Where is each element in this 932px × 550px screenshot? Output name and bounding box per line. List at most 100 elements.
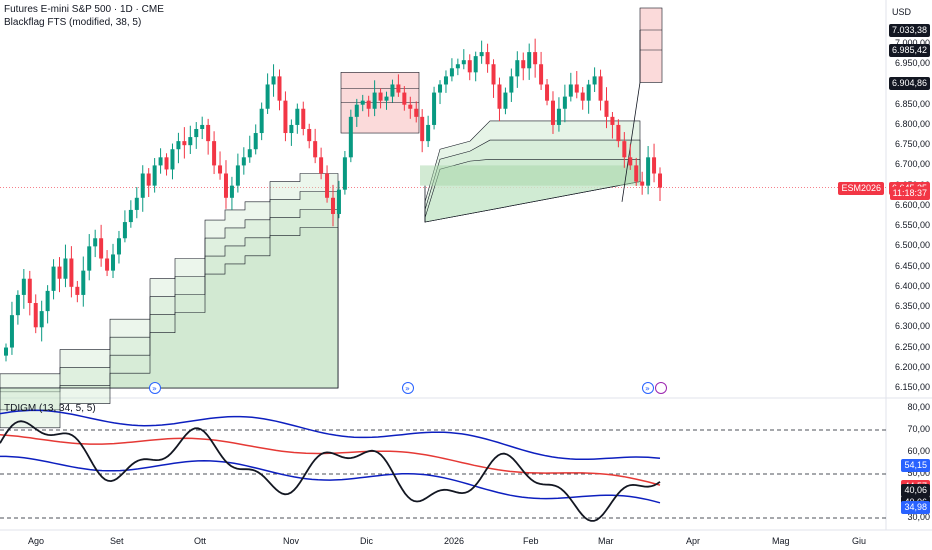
price-tag: 6.985,42 (888, 43, 930, 57)
candle-body (111, 254, 116, 271)
candle-body (390, 84, 395, 97)
candle-body (604, 100, 609, 117)
candle-body (449, 68, 454, 77)
candle-body (152, 165, 157, 186)
osc-main-line (0, 420, 661, 522)
price-tag: 7.033,38 (888, 24, 930, 38)
candle-body (467, 60, 472, 73)
candle-body (497, 84, 502, 109)
candle-body (27, 278, 32, 304)
time-label: Nov (283, 536, 300, 546)
event-icon-glyph: » (152, 384, 157, 393)
candle-body (342, 157, 347, 190)
candle-body (420, 116, 425, 142)
candle-body (438, 84, 443, 93)
trailing-band (0, 191, 339, 393)
candle-body (69, 258, 74, 287)
candle-body (206, 124, 211, 142)
candle-body (485, 52, 490, 65)
candle-body (539, 64, 544, 85)
candle-body (81, 270, 86, 295)
osc-lower-band (0, 455, 661, 504)
candle-body (313, 141, 318, 158)
price-tick-label: 6.550,00 (894, 220, 930, 231)
candle-body (259, 108, 264, 134)
candle-body (658, 173, 662, 188)
price-tick-label: 6.350,00 (894, 301, 930, 312)
candle-body (586, 84, 591, 101)
osc-upper-band (0, 409, 661, 461)
osc-tag: 34,98 (901, 501, 930, 515)
osc-tick-label: 70,00 (907, 424, 930, 434)
candle-body (426, 124, 431, 142)
candle-body (479, 52, 484, 57)
price-tick-label: 6.850,00 (894, 98, 930, 109)
time-label: Feb (523, 536, 539, 546)
time-label: Giu (852, 536, 867, 546)
candle-body (574, 84, 579, 93)
candle-body (461, 60, 466, 65)
price-tick-label: 6.250,00 (894, 341, 930, 352)
price-tick-label: 6.750,00 (894, 139, 930, 150)
candle-body (503, 92, 508, 109)
candle-body (580, 92, 585, 101)
candle-body (176, 141, 181, 150)
candle-body (271, 76, 276, 85)
event-icon (402, 382, 414, 394)
osc-tag: 54,15 (901, 458, 930, 472)
time-label: Dic (360, 536, 373, 546)
candle-body (116, 238, 121, 255)
trailing-band-base (420, 165, 640, 186)
candle-body (63, 258, 68, 279)
candle-body (45, 290, 50, 312)
candle-body (194, 128, 199, 138)
time-label: Mar (598, 536, 614, 546)
candle-body (568, 84, 573, 97)
candle-body (99, 238, 104, 259)
candle-body (384, 96, 389, 101)
candle-body (15, 294, 20, 316)
candle-body (164, 157, 169, 170)
candle-body (146, 173, 151, 186)
price-tick-label: 6.300,00 (894, 321, 930, 332)
oscillator-legend[interactable]: TDIGM (13, 34, 5, 5) (4, 403, 96, 414)
indicator-legend[interactable]: Blackflag FTS (modified, 38, 5) (4, 17, 142, 28)
candle-body (652, 157, 657, 174)
candle-body (301, 108, 306, 129)
candle-body (283, 100, 288, 134)
candle-body (170, 149, 175, 170)
osc-tick-label: 80,00 (907, 402, 930, 412)
candle-body (396, 84, 401, 93)
candle-body (348, 116, 353, 158)
candle-body (354, 104, 359, 117)
price-tick-label: 6.150,00 (894, 382, 930, 392)
candle-body (545, 84, 550, 101)
price-tick-label: 6.200,00 (894, 361, 930, 372)
osc-tick-label: 50,00 (907, 468, 930, 478)
candle-body (218, 165, 223, 174)
candle-body (414, 108, 419, 117)
symbol-legend[interactable]: Futures E-mini S&P 500 · 1D · CME (4, 4, 164, 15)
currency-label[interactable]: USD (891, 7, 911, 17)
supply-zone (639, 7, 663, 83)
candle-body (105, 258, 110, 271)
candle-body (336, 189, 341, 214)
candle-body (432, 92, 437, 125)
event-icon-glyph: » (405, 384, 410, 393)
candle-body (455, 64, 460, 69)
candle-body (21, 278, 26, 295)
event-icon-glyph: » (645, 384, 650, 393)
price-tag: 11:18:37 (889, 186, 930, 200)
osc-tick-label: 60,00 (907, 446, 930, 456)
candle-body (307, 128, 312, 142)
time-label: Ago (28, 536, 45, 546)
candle-body (527, 52, 532, 69)
band-edge (621, 30, 641, 202)
candle-body (562, 96, 567, 109)
candle-body (128, 209, 133, 223)
osc-tag: 40,06 (901, 483, 930, 497)
candle-body (75, 286, 80, 295)
candle-body (134, 197, 139, 210)
candle-body (182, 141, 187, 146)
